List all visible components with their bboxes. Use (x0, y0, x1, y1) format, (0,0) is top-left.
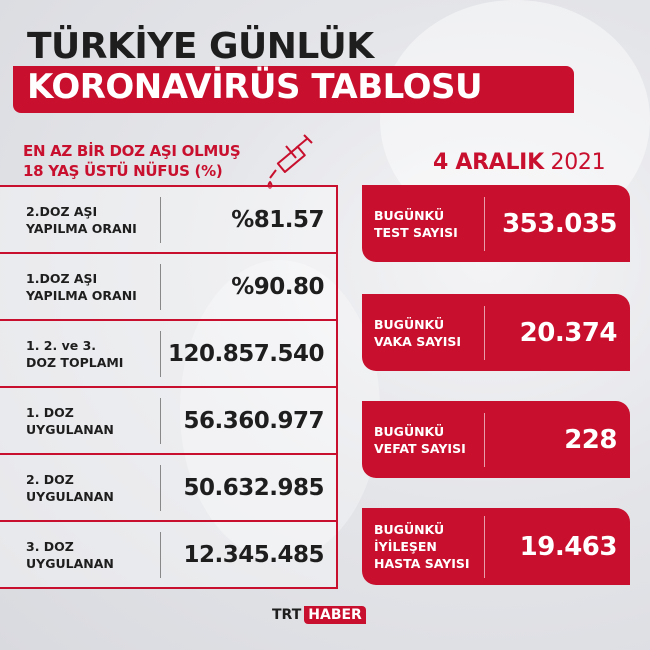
row-label-line: 1. DOZ (26, 404, 74, 420)
row-value: %90.80 (231, 273, 324, 300)
row-label-line: UYGULANAN (26, 421, 114, 437)
title-line-1: TÜRKİYE GÜNLÜK (27, 26, 374, 67)
vaccination-heading-line-2: 18 YAŞ ÜSTÜ NÜFUS (%) (23, 162, 223, 180)
table-row: 3. DOZ UYGULANAN 12.345.485 (0, 522, 336, 589)
row-value: 12.345.485 (183, 541, 324, 568)
card-value: 228 (564, 424, 617, 455)
logo-haber: HABER (304, 606, 366, 624)
card-label-line: VAKA SAYISI (374, 333, 462, 349)
row-label: 1. DOZ UYGULANAN (0, 397, 161, 444)
card-label-line: BUGÜNKÜ (374, 423, 445, 439)
row-label: 3. DOZ UYGULANAN (0, 531, 161, 578)
row-label-line: YAPILMA ORANI (26, 220, 137, 236)
card-label: BUGÜNKÜ VAKA SAYISI (362, 305, 485, 360)
table-row: 2. DOZ UYGULANAN 50.632.985 (0, 455, 336, 522)
card-label-line: VEFAT SAYISI (374, 440, 466, 456)
card-label-line: TEST SAYISI (374, 224, 458, 240)
daily-recovered-card: BUGÜNKÜ İYİLEŞEN HASTA SAYISI 19.463 (362, 508, 630, 585)
card-label: BUGÜNKÜ TEST SAYISI (362, 196, 485, 251)
logo-trt: TRT (272, 607, 302, 623)
date-year: 2021 (550, 150, 606, 175)
table-row: 2.DOZ AŞI YAPILMA ORANI %81.57 (0, 187, 336, 254)
row-value: 120.857.540 (167, 340, 325, 367)
title-line-2: KORONAVİRÜS TABLOSU (27, 67, 483, 107)
row-label-line: UYGULANAN (26, 555, 114, 571)
daily-case-card: BUGÜNKÜ VAKA SAYISI 20.374 (362, 294, 630, 371)
row-label-line: UYGULANAN (26, 488, 114, 504)
card-label-line: BUGÜNKÜ (374, 207, 445, 223)
row-label: 2.DOZ AŞI YAPILMA ORANI (0, 196, 161, 243)
card-label: BUGÜNKÜ VEFAT SAYISI (362, 412, 485, 467)
row-label-line: DOZ TOPLAMI (26, 354, 124, 370)
card-value: 353.035 (502, 208, 617, 239)
card-value: 20.374 (519, 317, 618, 348)
row-label-line: 1.DOZ AŞI (26, 270, 98, 286)
vaccination-table: 2.DOZ AŞI YAPILMA ORANI %81.57 1.DOZ AŞI Y… (0, 185, 338, 589)
card-label-line: BUGÜNKÜ (374, 316, 445, 332)
row-label: 1.DOZ AŞI YAPILMA ORANI (0, 263, 161, 310)
trt-haber-logo: TRT HABER (272, 606, 366, 624)
syringe-icon (267, 134, 313, 189)
row-label-line: YAPILMA ORANI (26, 287, 137, 303)
vaccination-heading: EN AZ BİR DOZ AŞI OLMUŞ 18 YAŞ ÜSTÜ NÜFU… (23, 141, 241, 181)
daily-death-card: BUGÜNKÜ VEFAT SAYISI 228 (362, 401, 630, 478)
row-label-line: 3. DOZ (26, 538, 74, 554)
vaccination-heading-line-1: EN AZ BİR DOZ AŞI OLMUŞ (23, 142, 241, 160)
card-label-line: İYİLEŞEN (374, 539, 437, 554)
table-row: 1. DOZ UYGULANAN 56.360.977 (0, 388, 336, 455)
row-label-line: 1. 2. ve 3. (26, 337, 97, 353)
report-date: 4 ARALIK 2021 (433, 150, 606, 175)
row-value: 50.632.985 (183, 474, 324, 501)
card-label-line: BUGÜNKÜ (374, 522, 445, 537)
title-banner (13, 66, 574, 113)
row-label-line: 2.DOZ AŞI (26, 203, 98, 219)
background-decoration (180, 260, 380, 560)
row-label: 1. 2. ve 3. DOZ TOPLAMI (0, 330, 161, 377)
table-row: 1.DOZ AŞI YAPILMA ORANI %90.80 (0, 254, 336, 321)
date-day-month: 4 ARALIK (433, 150, 544, 175)
daily-test-card: BUGÜNKÜ TEST SAYISI 353.035 (362, 185, 630, 262)
card-label: BUGÜNKÜ İYİLEŞEN HASTA SAYISI (362, 515, 485, 578)
card-label-line: HASTA SAYISI (374, 556, 470, 571)
row-value: %81.57 (231, 206, 324, 233)
card-value: 19.463 (519, 531, 618, 562)
row-value: 56.360.977 (183, 407, 324, 434)
table-row: 1. 2. ve 3. DOZ TOPLAMI 120.857.540 (0, 321, 336, 388)
row-label: 2. DOZ UYGULANAN (0, 464, 161, 511)
row-label-line: 2. DOZ (26, 471, 74, 487)
